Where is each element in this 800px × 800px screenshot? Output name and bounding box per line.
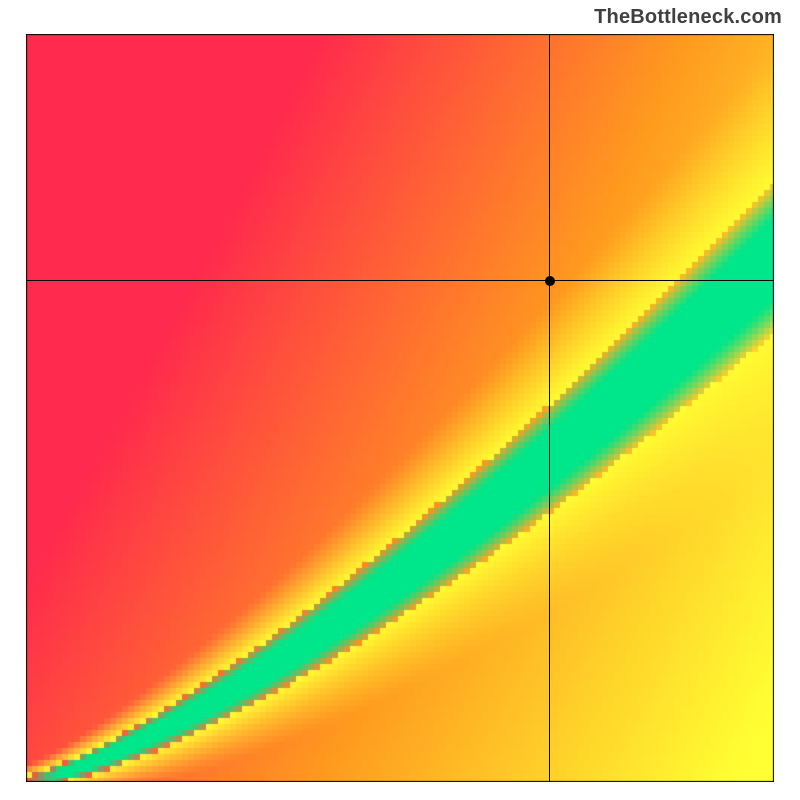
crosshair-vertical xyxy=(549,34,550,782)
heatmap-canvas xyxy=(26,34,774,782)
bottleneck-heatmap xyxy=(26,34,774,782)
attribution-text: TheBottleneck.com xyxy=(594,6,782,29)
crosshair-marker xyxy=(545,276,555,286)
crosshair-horizontal xyxy=(26,280,774,281)
